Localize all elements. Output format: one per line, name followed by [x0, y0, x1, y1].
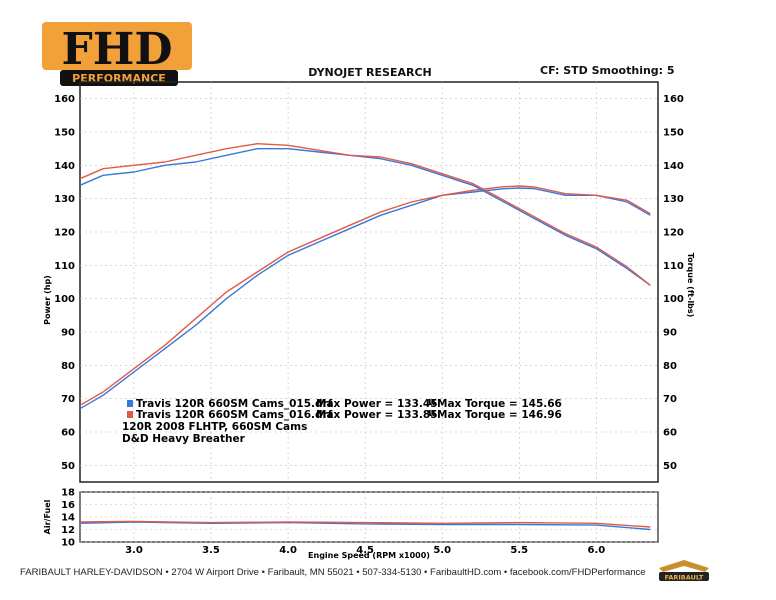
x-tick-label: 5.5 — [510, 545, 528, 556]
legend-run2-file: Travis 120R 660SM Cams_016.drf — [136, 409, 333, 421]
y-tick-label-right: 70 — [663, 394, 677, 405]
af-y-tick-label: 14 — [61, 513, 75, 524]
x-tick-label: 3.5 — [202, 545, 220, 556]
y-tick-label-left: 150 — [54, 128, 75, 139]
logo-text: FHD — [62, 24, 173, 75]
af-y-tick-label: 18 — [61, 488, 75, 499]
y-tick-label-right: 160 — [663, 94, 684, 105]
series-power-run1 — [79, 187, 651, 410]
legend-run2-marker: u — [428, 407, 435, 419]
y-tick-label-right: 80 — [663, 361, 677, 372]
y-tick-label-right: 140 — [663, 161, 684, 172]
x-tick-label: 4.0 — [279, 545, 297, 556]
y-tick-label-right: 130 — [663, 194, 684, 205]
af-y-tick-label: 10 — [61, 538, 75, 549]
legend-swatch-red — [127, 411, 133, 418]
legend-run1-marker: u — [428, 396, 435, 408]
y-tick-label-left: 60 — [61, 428, 75, 439]
x-ticks: 3.0 3.5 4.0 4.5 5.0 5.5 6.0 — [125, 545, 605, 556]
series-torque-run1 — [79, 147, 651, 286]
y-tick-label-right: 90 — [663, 328, 677, 339]
main-series — [79, 142, 651, 410]
main-grid — [80, 82, 658, 482]
x-tick-label: 3.0 — [125, 545, 143, 556]
x-tick-label: 5.0 — [433, 545, 451, 556]
series-airfuel-run2 — [79, 520, 651, 528]
y-tick-label-left: 110 — [54, 261, 75, 272]
legend-note-2: D&D Heavy Breather — [122, 433, 246, 445]
af-grid — [80, 491, 658, 543]
footer-logo-text: FARIBAULT — [665, 574, 704, 582]
y-tick-label-left: 90 — [61, 328, 75, 339]
y-tick-label-right: 60 — [663, 428, 677, 439]
legend: Travis 120R 660SM Cams_015.drf Max Power… — [122, 396, 562, 445]
y-tick-label-left: 140 — [54, 161, 75, 172]
x-axis-title: Engine Speed (RPM x1000) — [308, 551, 430, 560]
x-tick-label: 6.0 — [587, 545, 605, 556]
y-tick-label-left: 70 — [61, 394, 75, 405]
af-series — [79, 520, 651, 531]
legend-run1-power: Max Power = 133.45 — [316, 398, 438, 410]
y-tick-label-right: 110 — [663, 261, 684, 272]
y-tick-label-left: 50 — [61, 461, 75, 472]
series-power-run2 — [79, 185, 651, 406]
footer-text: FARIBAULT HARLEY-DAVIDSON • 2704 W Airpo… — [20, 567, 646, 578]
y-axis-title-left: Power (hp) — [43, 275, 52, 325]
y-tick-label-right: 150 — [663, 128, 684, 139]
af-axis-title: Air/Fuel — [43, 499, 52, 534]
main-plot-frame — [79, 81, 659, 483]
legend-note-1: 120R 2008 FLHTP, 660SM Cams — [122, 421, 307, 433]
y-tick-label-right: 120 — [663, 228, 684, 239]
y-tick-label-right: 50 — [663, 461, 677, 472]
legend-run2-power: Max Power = 133.85 — [316, 409, 438, 421]
y-tick-label-left: 160 — [54, 94, 75, 105]
faribault-logo: FARIBAULT — [655, 558, 713, 586]
y-axis-title-right: Torque (ft-lbs) — [686, 253, 695, 318]
fhd-logo: FHD PERFORMANCE — [40, 20, 195, 90]
x-tick-label: 4.5 — [356, 545, 374, 556]
y-tick-label-left: 130 — [54, 194, 75, 205]
legend-swatch-blue — [127, 400, 133, 407]
main-y-ticks-left: 50 60 70 80 90 100 110 120 130 140 150 160 — [54, 94, 75, 472]
chart-settings: CF: STD Smoothing: 5 — [540, 64, 675, 77]
legend-run2-torque: Max Torque = 146.96 — [437, 409, 562, 421]
af-y-tick-label: 12 — [61, 525, 75, 536]
af-y-tick-label: 16 — [61, 500, 75, 511]
legend-run1-torque: Max Torque = 145.66 — [437, 398, 562, 410]
series-torque-run2 — [79, 142, 651, 286]
y-tick-label-left: 100 — [54, 294, 75, 305]
main-y-ticks-right: 50 60 70 80 90 100 110 120 130 140 150 160 — [663, 94, 684, 472]
y-tick-label-left: 80 — [61, 361, 75, 372]
chart-title: DYNOJET RESEARCH — [308, 66, 432, 79]
legend-run1-file: Travis 120R 660SM Cams_015.drf — [136, 398, 333, 410]
y-tick-label-left: 120 — [54, 228, 75, 239]
y-tick-label-right: 100 — [663, 294, 684, 305]
